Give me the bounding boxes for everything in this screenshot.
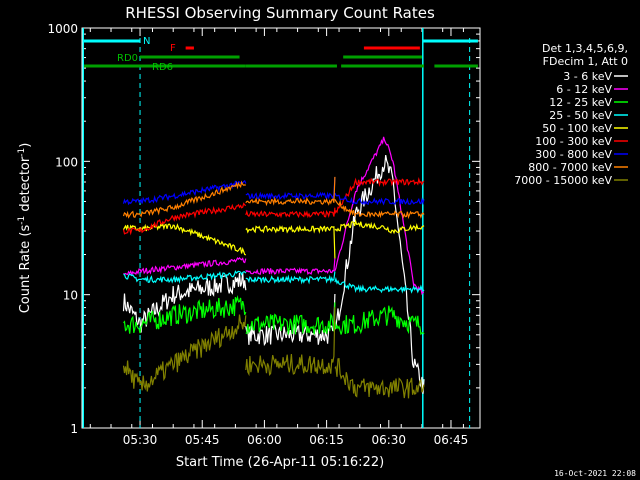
series-line: [245, 224, 336, 259]
series-line: [334, 218, 425, 235]
series-line: [245, 207, 336, 219]
series-line: [334, 276, 425, 294]
series-line: [245, 302, 336, 335]
x-tick-label: 05:45: [185, 433, 220, 447]
series-line: [123, 295, 247, 334]
series-line: [122, 180, 246, 219]
series-line: [334, 357, 425, 399]
series-line: [123, 270, 247, 284]
series-group: [122, 218, 425, 259]
y-tick-label: 1: [70, 422, 78, 436]
x-tick-label: 06:00: [247, 433, 282, 447]
series-line: [334, 305, 425, 336]
series-group: [122, 176, 425, 220]
annotation-rd0: RD0: [117, 53, 138, 64]
legend-label: 50 - 100 keV: [542, 122, 612, 135]
legend-label: 100 - 300 keV: [535, 135, 612, 148]
series-line: [245, 293, 336, 347]
series-line: [245, 176, 336, 207]
series-group: [122, 176, 425, 236]
legend-label: 7000 - 15000 keV: [514, 174, 612, 187]
annotation-f: F: [170, 43, 176, 54]
series-line: [123, 256, 247, 277]
legend-label: 3 - 6 keV: [563, 70, 612, 83]
footer-timestamp: 16-Oct-2021 22:08: [554, 469, 636, 478]
legend-header-line1: Det 1,3,4,5,6,9,: [542, 42, 628, 55]
plot-frame: [81, 27, 481, 429]
series-group: [123, 295, 425, 336]
series-layer: [122, 136, 425, 399]
legend-header-line2: FDecim 1, Att 0: [543, 55, 628, 68]
series-line: [245, 271, 336, 285]
series-line: [122, 223, 247, 256]
x-tick-label: 06:30: [371, 433, 406, 447]
x-tick-label: 06:15: [309, 433, 344, 447]
series-group: [122, 307, 425, 399]
y-tick-label: 100: [55, 155, 78, 169]
y-tick-label: 1000: [47, 22, 78, 36]
legend-label: 300 - 800 keV: [535, 148, 612, 161]
series-line: [334, 192, 425, 206]
annotation-rd6: RD6: [152, 62, 173, 73]
legend-label: 6 - 12 keV: [556, 83, 612, 96]
x-tick-label: 05:30: [123, 433, 158, 447]
series-line: [334, 176, 425, 214]
series-line: [122, 314, 247, 392]
series-line: [245, 177, 336, 201]
series-line: [334, 198, 425, 220]
x-tick-label: 06:45: [434, 433, 469, 447]
y-tick-label: 10: [63, 289, 78, 303]
legend-label: 25 - 50 keV: [549, 109, 612, 122]
series-line: [334, 136, 425, 296]
series-line: [245, 258, 336, 275]
series-group: [123, 270, 425, 294]
series-line: [245, 307, 336, 377]
series-line: [122, 180, 247, 206]
annotation-n: N: [143, 36, 150, 47]
y-axis-label: Count Rate (s-1 detector-1): [17, 143, 33, 314]
series-group: [122, 177, 425, 206]
series-line: [122, 202, 247, 236]
legend-label: 12 - 25 keV: [549, 96, 612, 109]
legend-label: 800 - 7000 keV: [528, 161, 612, 174]
series-group: [123, 136, 425, 296]
chart-title: RHESSI Observing Summary Count Rates: [125, 4, 435, 22]
decor-layer: [82, 28, 478, 428]
x-axis-label: Start Time (26-Apr-11 05:16:22): [176, 455, 384, 470]
